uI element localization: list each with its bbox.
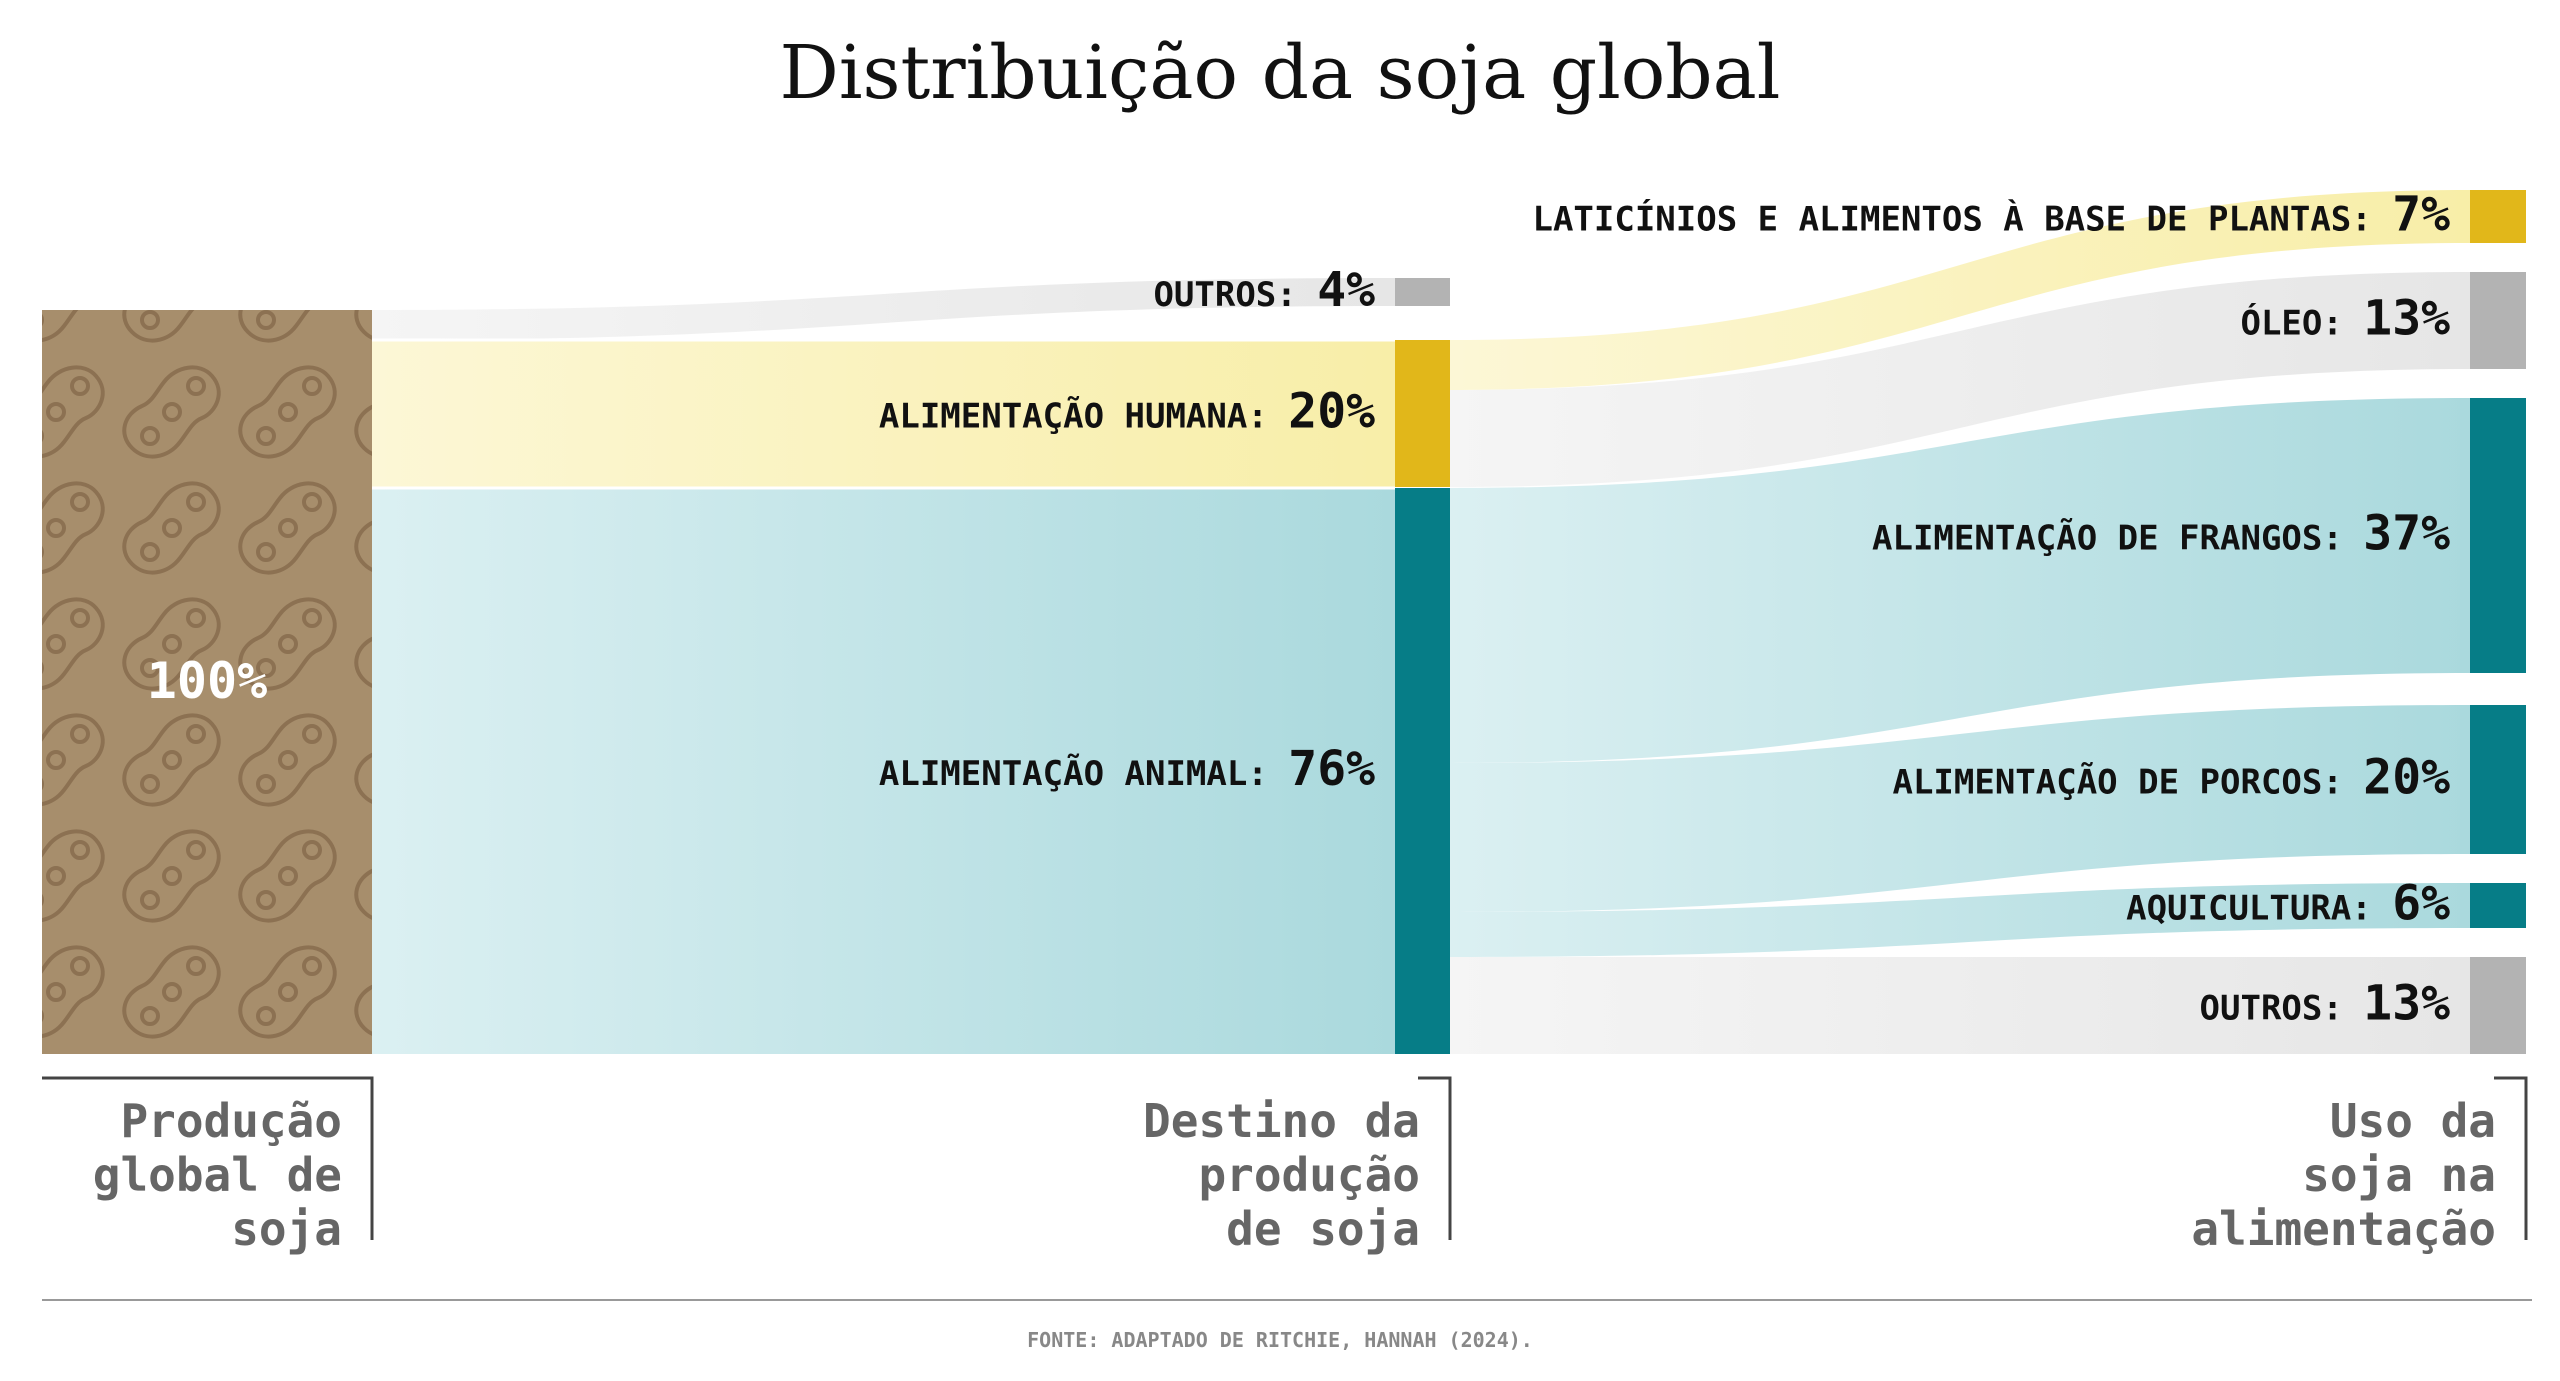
node-outros_dest-name: OUTROS: <box>1153 275 1317 315</box>
node-outros_dest-label: OUTROS: 4% <box>1153 262 1375 318</box>
flow-total-humana <box>372 340 1395 488</box>
stage-bracket <box>2494 1076 2528 1240</box>
flow-humana-laticinios <box>1450 190 2470 390</box>
sankey-flows <box>372 190 2470 1054</box>
node-outros_dest <box>1395 278 1450 306</box>
stage-label-line: Destino da <box>1143 1094 1420 1148</box>
flow-animal-aquicultura <box>1450 883 2470 957</box>
sankey-nodes <box>42 190 2526 1054</box>
node-humana <box>1395 340 1450 487</box>
node-porcos-value: 20% <box>2363 750 2450 806</box>
node-animal-name: ALIMENTAÇÃO ANIMAL: <box>879 753 1288 794</box>
flow-animal-porcos <box>1450 705 2470 912</box>
node-animal <box>1395 488 1450 1054</box>
stage-label-line: produção <box>1198 1148 1420 1202</box>
flow-total-animal <box>372 488 1395 1054</box>
node-frangos-label: ALIMENTAÇÃO DE FRANGOS: 37% <box>1872 506 2450 562</box>
flow-animal-outros_uso <box>1450 957 2470 1054</box>
node-frangos-name: ALIMENTAÇÃO DE FRANGOS: <box>1872 518 2363 559</box>
node-outros_uso-value: 13% <box>2363 976 2450 1032</box>
stage-label-line: global de <box>93 1148 342 1202</box>
node-animal-value: 76% <box>1288 741 1375 797</box>
node-porcos-label: ALIMENTAÇÃO DE PORCOS: 20% <box>1892 750 2450 806</box>
node-humana-label: ALIMENTAÇÃO HUMANA: 20% <box>879 384 1375 440</box>
node-laticinios-label: LATICÍNIOS E ALIMENTOS À BASE DE PLANTAS… <box>1532 187 2450 243</box>
node-aquicultura-value: 6% <box>2392 876 2450 932</box>
node-oleo <box>2470 272 2526 369</box>
node-total <box>42 310 372 1054</box>
node-outros_dest-value: 4% <box>1317 262 1375 318</box>
node-frangos-value: 37% <box>2363 506 2450 562</box>
node-outros_uso-label: OUTROS: 13% <box>2200 976 2451 1032</box>
node-outros_uso <box>2470 957 2526 1054</box>
flow-humana-oleo <box>1450 272 2470 487</box>
flow-total-outros_dest <box>372 278 1395 340</box>
node-porcos-name: ALIMENTAÇÃO DE PORCOS: <box>1892 762 2363 803</box>
flow-animal-frangos <box>1450 398 2470 763</box>
node-oleo-value: 13% <box>2363 291 2450 347</box>
stage-bracket <box>42 1076 374 1240</box>
node-frangos <box>2470 398 2526 673</box>
chart-title: Distribuição da soja global <box>779 30 1781 116</box>
stage-label-line: Uso da <box>2330 1094 2496 1148</box>
node-aquicultura <box>2470 883 2526 928</box>
node-aquicultura-name: AQUICULTURA: <box>2126 889 2392 929</box>
stage-label-line: de soja <box>1226 1202 1420 1256</box>
node-laticinios <box>2470 190 2526 243</box>
node-oleo-label: ÓLEO: 13% <box>2240 291 2450 347</box>
node-total-value: 100% <box>147 652 267 710</box>
node-laticinios-value: 7% <box>2392 187 2450 243</box>
node-animal-label: ALIMENTAÇÃO ANIMAL: 76% <box>879 741 1375 797</box>
source-note: FONTE: ADAPTADO DE RITCHIE, HANNAH (2024… <box>1027 1328 1533 1352</box>
node-porcos <box>2470 705 2526 854</box>
stage-label-line: Produção <box>120 1094 342 1148</box>
node-aquicultura-label: AQUICULTURA: 6% <box>2126 876 2450 932</box>
node-oleo-name: ÓLEO: <box>2240 303 2363 344</box>
node-outros_uso-name: OUTROS: <box>2200 989 2364 1029</box>
stage-label-line: soja <box>231 1202 342 1256</box>
stage-label-line: alimentação <box>2191 1202 2496 1256</box>
node-laticinios-name: LATICÍNIOS E ALIMENTOS À BASE DE PLANTAS… <box>1532 199 2392 240</box>
sankey-labels: 100%OUTROS: 4%ALIMENTAÇÃO HUMANA: 20%ALI… <box>147 187 2450 1032</box>
stage-label-line: soja na <box>2302 1148 2496 1202</box>
node-humana-name: ALIMENTAÇÃO HUMANA: <box>879 396 1288 437</box>
stage-bracket <box>1418 1076 1452 1240</box>
node-humana-value: 20% <box>1288 384 1375 440</box>
